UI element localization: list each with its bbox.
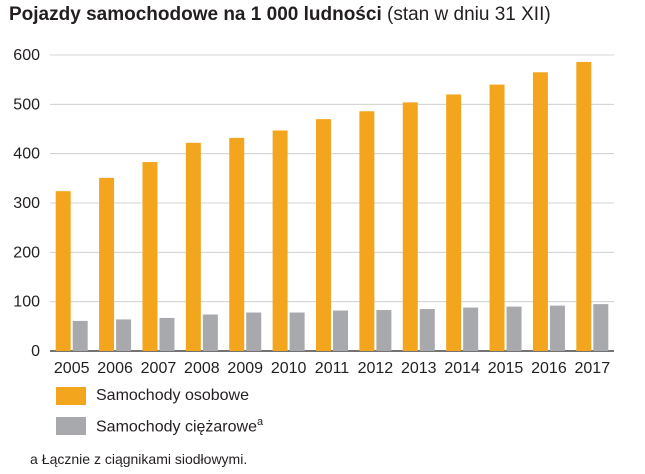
bar-trucks-2008 — [202, 314, 218, 351]
bar-passenger-cars-2012 — [359, 111, 375, 352]
y-tick-label-600: 600 — [13, 47, 40, 64]
bar-passenger-cars-2017 — [576, 61, 592, 351]
legend-item-trucks: Samochody ciężarowea — [56, 414, 263, 438]
bar-trucks-2007 — [159, 317, 175, 351]
footnote-text: Łącznie z ciągnikami siodłowymi. — [41, 451, 248, 467]
bar-passenger-cars-2009 — [229, 137, 245, 351]
legend-label-passenger-cars: Samochody osobowe — [96, 387, 249, 404]
x-tick-label-2007: 2007 — [141, 360, 177, 377]
x-tick-label-2006: 2006 — [97, 360, 133, 377]
bar-trucks-2016 — [549, 305, 565, 351]
bar-trucks-2005 — [72, 320, 88, 351]
footnote: a Łącznie z ciągnikami siodłowymi. — [30, 451, 247, 467]
bar-trucks-2017 — [593, 304, 609, 351]
bar-trucks-2014 — [463, 307, 479, 351]
legend-label-trucks-wrap: Samochody ciężarowea — [96, 416, 263, 436]
legend-swatch-passenger-cars — [56, 387, 86, 405]
x-tick-label-2009: 2009 — [227, 360, 263, 377]
legend-swatch-trucks — [56, 417, 86, 435]
bar-passenger-cars-2013 — [402, 102, 418, 351]
bar-passenger-cars-2007 — [142, 162, 158, 351]
chart-title-sub: (stan w dniu 31 XII) — [387, 4, 551, 25]
bar-passenger-cars-2014 — [446, 94, 462, 351]
bar-passenger-cars-2011 — [316, 119, 331, 351]
bar-passenger-cars-2006 — [99, 177, 115, 351]
y-tick-label-100: 100 — [13, 294, 40, 311]
x-tick-label-2014: 2014 — [444, 360, 480, 377]
chart-title: Pojazdy samochodowe na 1 000 ludności (s… — [9, 4, 551, 26]
x-tick-label-2010: 2010 — [271, 360, 307, 377]
x-tick-label-2015: 2015 — [488, 360, 524, 377]
bar-trucks-2015 — [506, 306, 522, 351]
x-tick-label-2013: 2013 — [401, 360, 437, 377]
bar-chart: 0 100 200 300 400 500 600 2005 2006 2007 2008 2009 2… — [13, 47, 614, 377]
bar-passenger-cars-2010 — [272, 130, 288, 351]
bar-passenger-cars-2008 — [185, 142, 201, 351]
legend-label-trucks: Samochody ciężarowe — [96, 418, 257, 436]
y-tick-label-0: 0 — [31, 343, 40, 360]
bar-trucks-2006 — [116, 319, 132, 351]
bar-trucks-2013 — [419, 309, 435, 351]
y-tick-label-500: 500 — [13, 96, 40, 113]
bar-trucks-2012 — [376, 310, 392, 351]
y-tick-label-400: 400 — [13, 146, 40, 163]
y-tick-label-300: 300 — [13, 195, 40, 212]
bar-passenger-cars-2015 — [489, 84, 505, 351]
x-tick-label-2016: 2016 — [531, 360, 567, 377]
x-tick-label-2005: 2005 — [54, 360, 90, 377]
chart-legend: Samochody osobowe Samochody ciężarowea — [56, 384, 263, 444]
bar-passenger-cars-2005 — [55, 191, 71, 351]
bar-passenger-cars-2016 — [532, 72, 548, 352]
chart-title-main: Pojazdy samochodowe na 1 000 ludności — [9, 4, 382, 25]
x-tick-label-2011: 2011 — [315, 360, 350, 377]
bar-trucks-2009 — [246, 312, 262, 351]
bar-trucks-2010 — [289, 312, 305, 351]
bar-trucks-2011 — [333, 310, 348, 351]
x-tick-label-2008: 2008 — [184, 360, 220, 377]
legend-item-passenger-cars: Samochody osobowe — [56, 384, 263, 408]
legend-footnote-marker: a — [256, 415, 264, 428]
y-tick-label-200: 200 — [13, 244, 40, 261]
x-tick-label-2017: 2017 — [575, 360, 611, 377]
footnote-marker: a — [30, 451, 38, 467]
x-tick-label-2012: 2012 — [358, 360, 394, 377]
